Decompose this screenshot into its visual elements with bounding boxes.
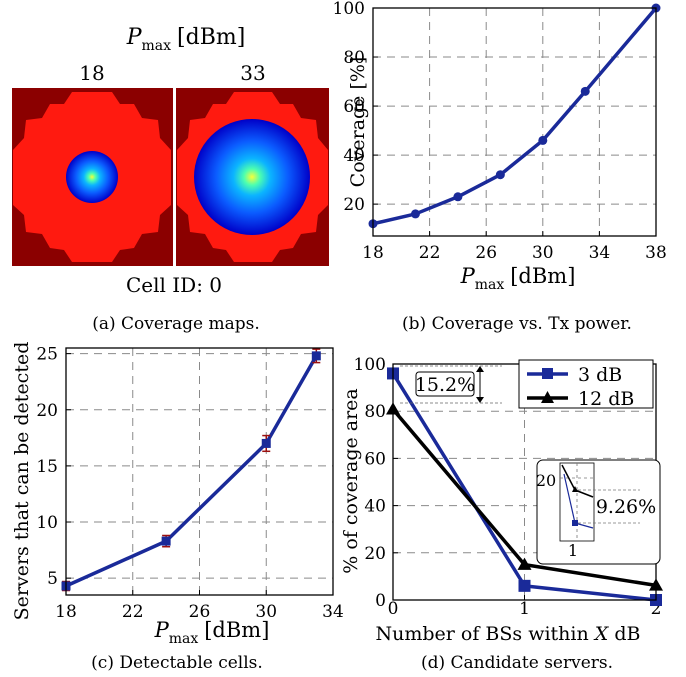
map-label-right: 33 — [240, 61, 265, 85]
inset-zoom: 20 1 9.26% — [536, 459, 661, 565]
candidate-servers-chart: 0 1 2 0 20 40 60 80 100 15.2% 3 dB 1 2 — [340, 355, 663, 645]
legend-label-12db: 12 dB — [578, 388, 634, 410]
y-tick-label: 5 — [47, 569, 58, 589]
y-tick-label: 20 — [364, 544, 386, 564]
x-tick-label: 26 — [189, 602, 211, 622]
y-tick-label: 60 — [364, 449, 386, 469]
coverage-map-33 — [176, 88, 329, 266]
series-line — [372, 6, 658, 226]
y-tick-label: 20 — [343, 195, 365, 215]
map-label-left: 18 — [79, 61, 104, 85]
y-tick-label: 100 — [333, 0, 365, 19]
y-axis-label: Coverage [%] — [347, 57, 369, 188]
y-tick-label: 60 — [343, 97, 365, 117]
y-tick-labels: 0 20 40 60 80 100 — [354, 355, 386, 611]
cell-id-label: Cell ID: 0 — [126, 273, 222, 297]
x-axis-label: Number of BSs within X dB — [376, 623, 641, 645]
data-point — [410, 209, 420, 219]
caption-b: (b) Coverage vs. Tx power. — [402, 314, 632, 334]
data-point — [161, 536, 171, 546]
detectable-cells-chart: 18 22 26 30 34 5 10 15 20 25 Pmax [dBm] Servers t… — [11, 342, 344, 647]
series — [368, 3, 661, 229]
inset-ytick: 20 — [536, 471, 556, 490]
x-tick-label: 38 — [645, 243, 667, 263]
x-tick-label: 34 — [589, 243, 611, 263]
data-point — [580, 86, 590, 96]
inset-xtick: 1 — [568, 541, 578, 560]
x-tick-label: 0 — [388, 599, 399, 619]
series — [61, 348, 321, 592]
x-tick-label: 22 — [419, 243, 441, 263]
difference-annotation: 15.2% — [400, 365, 502, 404]
y-tick-label: 80 — [343, 48, 365, 68]
x-tick-labels: 18 22 26 30 34 38 — [362, 243, 667, 263]
annotation-15-2: 15.2% — [415, 374, 475, 396]
x-tick-label: 30 — [532, 243, 554, 263]
legend-label-3db: 3 dB — [578, 364, 622, 386]
coverage-maps-panel: Pmax [dBm] 18 33 Cell ID: 0 — [12, 25, 329, 297]
x-tick-label: 22 — [122, 602, 144, 622]
y-tick-labels: 20 40 60 80 100 — [333, 0, 365, 215]
coverage-map-18 — [12, 88, 173, 266]
series-line — [65, 354, 318, 588]
data-point — [517, 557, 532, 570]
data-point — [538, 135, 548, 145]
y-tick-label: 80 — [364, 402, 386, 422]
x-tick-labels: 0 1 2 — [388, 599, 662, 619]
x-tick-label: 26 — [475, 243, 497, 263]
x-tick-label: 1 — [519, 599, 530, 619]
maps-header: Pmax [dBm] — [126, 25, 246, 54]
data-point — [261, 438, 271, 448]
x-tick-label: 18 — [55, 602, 77, 622]
y-tick-label: 100 — [354, 355, 386, 375]
data-point — [495, 170, 505, 180]
x-tick-labels: 18 22 26 30 34 — [55, 602, 344, 622]
coverage-disc — [66, 151, 118, 203]
x-axis-label: Pmax [dBm] — [154, 618, 270, 647]
y-axis-label: % of coverage area — [340, 388, 362, 574]
data-point — [518, 579, 531, 592]
data-point — [311, 351, 321, 361]
annotation-9-26: 9.26% — [596, 496, 656, 518]
y-tick-label: 0 — [375, 591, 386, 611]
legend-item-12db: 12 dB — [527, 388, 634, 410]
grid — [372, 7, 657, 236]
coverage-disc — [194, 119, 310, 235]
grid — [65, 348, 334, 595]
legend-item-3db: 3 dB — [527, 364, 622, 386]
y-tick-label: 10 — [36, 513, 58, 533]
x-tick-label: 34 — [322, 602, 344, 622]
x-axis-label: Pmax [dBm] — [460, 264, 576, 293]
plot-frame — [372, 7, 657, 237]
y-tick-labels: 5 10 15 20 25 — [36, 345, 58, 590]
caption-d: (d) Candidate servers. — [421, 653, 613, 673]
y-tick-label: 40 — [343, 146, 365, 166]
caption-a: (a) Coverage maps. — [92, 314, 260, 334]
x-tick-label: 30 — [255, 602, 277, 622]
y-tick-label: 40 — [364, 497, 386, 517]
data-point — [453, 192, 463, 202]
y-tick-label: 20 — [36, 401, 58, 421]
caption-c: (c) Detectable cells. — [91, 653, 263, 673]
plot-frame — [65, 347, 334, 596]
legend: 3 dB 12 dB — [518, 359, 654, 410]
y-axis-label: Servers that can be detected — [11, 342, 33, 621]
coverage-vs-power-chart: 18 22 26 30 34 38 20 40 60 80 100 Pmax [dBm] Cover… — [333, 0, 667, 293]
x-tick-label: 2 — [651, 599, 662, 619]
y-tick-label: 15 — [36, 457, 58, 477]
y-tick-label: 25 — [36, 345, 58, 365]
x-tick-label: 18 — [362, 243, 384, 263]
